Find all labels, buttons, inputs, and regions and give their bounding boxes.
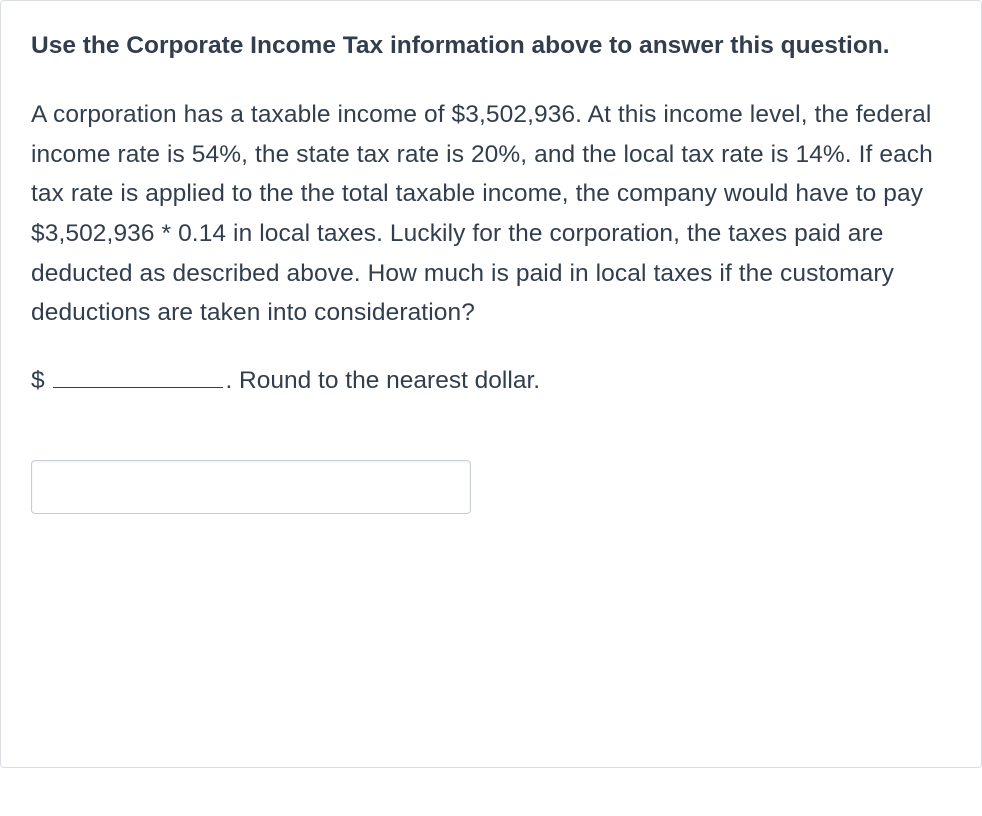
question-body: A corporation has a taxable income of $3… <box>31 95 951 333</box>
answer-suffix: . Round to the nearest dollar. <box>225 367 540 394</box>
question-instruction: Use the Corporate Income Tax information… <box>31 27 951 65</box>
answer-line: $ . Round to the nearest dollar. <box>31 363 951 400</box>
question-container: Use the Corporate Income Tax information… <box>0 0 982 768</box>
answer-blank <box>53 387 223 388</box>
answer-prefix: $ <box>31 367 51 394</box>
answer-input[interactable] <box>31 460 471 514</box>
